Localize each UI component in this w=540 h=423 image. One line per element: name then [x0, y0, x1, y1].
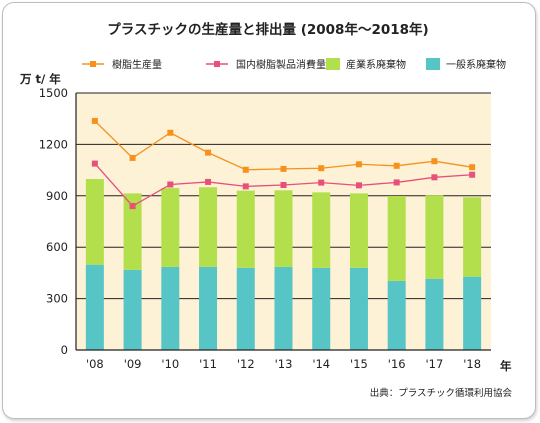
bar-industrial-waste: [463, 197, 482, 277]
point-domestic-consumption: [242, 183, 249, 190]
legend-item: 樹脂生産量: [82, 58, 162, 71]
point-resin-production: [129, 154, 136, 161]
point-domestic-consumption: [318, 179, 325, 186]
y-tick-label: 1500: [39, 86, 68, 100]
x-tick-label: '17: [426, 357, 444, 371]
point-domestic-consumption: [129, 203, 136, 210]
point-domestic-consumption: [431, 174, 438, 181]
point-resin-production: [393, 162, 400, 169]
bar-industrial-waste: [161, 188, 180, 267]
y-tick-label: 300: [46, 292, 68, 306]
x-tick-label: '18: [463, 357, 481, 371]
point-domestic-consumption: [205, 178, 212, 185]
legend-swatch-marker: [90, 61, 96, 67]
point-domestic-consumption: [167, 181, 174, 188]
legend-item: 産業系廃棄物: [326, 58, 406, 71]
bar-general-waste: [387, 280, 406, 350]
x-tick-label: '15: [350, 357, 368, 371]
point-resin-production: [167, 129, 174, 136]
chart-title: プラスチックの生産量と排出量 (2008年〜2018年): [107, 21, 428, 38]
bar-industrial-waste: [387, 195, 406, 281]
y-axis-label: 万 t/ 年: [19, 72, 61, 86]
bar-industrial-waste: [349, 193, 368, 268]
y-tick-label: 900: [46, 189, 68, 203]
y-tick-label: 0: [61, 343, 68, 357]
legend-label: 樹脂生産量: [112, 58, 162, 71]
bar-general-waste: [274, 266, 293, 350]
x-tick-label: '14: [312, 357, 330, 371]
point-resin-production: [318, 165, 325, 172]
legend-label: 国内樹脂製品消費量: [236, 58, 326, 71]
x-tick-label: '09: [124, 357, 142, 371]
plot-area: 0 300 600 900 1200 1500 '08 '09 '10 '11 '12 '13 '14 '…: [39, 86, 491, 371]
point-resin-production: [205, 149, 212, 156]
point-domestic-consumption: [393, 179, 400, 186]
legend-swatch-box: [426, 58, 440, 70]
legend-item: 一般系廃棄物: [426, 58, 506, 71]
point-resin-production: [91, 117, 98, 124]
legend-label: 産業系廃棄物: [346, 58, 406, 71]
point-resin-production: [469, 164, 476, 171]
point-resin-production: [242, 166, 249, 173]
legend-swatch-marker: [214, 61, 220, 67]
y-tick-label: 600: [46, 240, 68, 254]
bar-general-waste: [312, 267, 331, 350]
bar-general-waste: [85, 264, 104, 350]
x-tick-label: '10: [161, 357, 179, 371]
point-domestic-consumption: [355, 182, 362, 189]
x-tick-label: '11: [199, 357, 217, 371]
bar-industrial-waste: [274, 190, 293, 267]
x-tick-label: '13: [275, 357, 293, 371]
bar-general-waste: [463, 276, 482, 350]
bar-general-waste: [349, 267, 368, 350]
legend-item: 国内樹脂製品消費量: [206, 58, 326, 71]
bar-industrial-waste: [425, 195, 444, 279]
point-domestic-consumption: [469, 171, 476, 178]
bar-general-waste: [236, 267, 255, 350]
bar-industrial-waste: [199, 187, 218, 267]
point-resin-production: [431, 158, 438, 165]
point-resin-production: [355, 161, 362, 168]
bar-industrial-waste: [85, 179, 104, 265]
bar-general-waste: [199, 266, 218, 350]
y-tick-label: 1200: [39, 137, 68, 151]
bar-industrial-waste: [312, 192, 331, 268]
point-resin-production: [280, 165, 287, 172]
x-axis-label: 年: [500, 359, 512, 373]
source-note: 出典：プラスチック循環利用協会: [370, 387, 513, 399]
x-tick-label: '12: [237, 357, 255, 371]
legend: 樹脂生産量 国内樹脂製品消費量 産業系廃棄物 一般系廃棄物: [82, 58, 506, 71]
x-tick-label: '16: [388, 357, 406, 371]
legend-swatch-box: [326, 58, 340, 70]
bar-general-waste: [161, 266, 180, 350]
bar-general-waste: [123, 269, 142, 350]
point-domestic-consumption: [280, 182, 287, 189]
x-tick-label: '08: [86, 357, 104, 371]
bar-industrial-waste: [236, 190, 255, 268]
bar-general-waste: [425, 278, 444, 350]
bar-industrial-waste: [123, 193, 142, 270]
legend-label: 一般系廃棄物: [446, 58, 506, 71]
point-domestic-consumption: [91, 160, 98, 167]
